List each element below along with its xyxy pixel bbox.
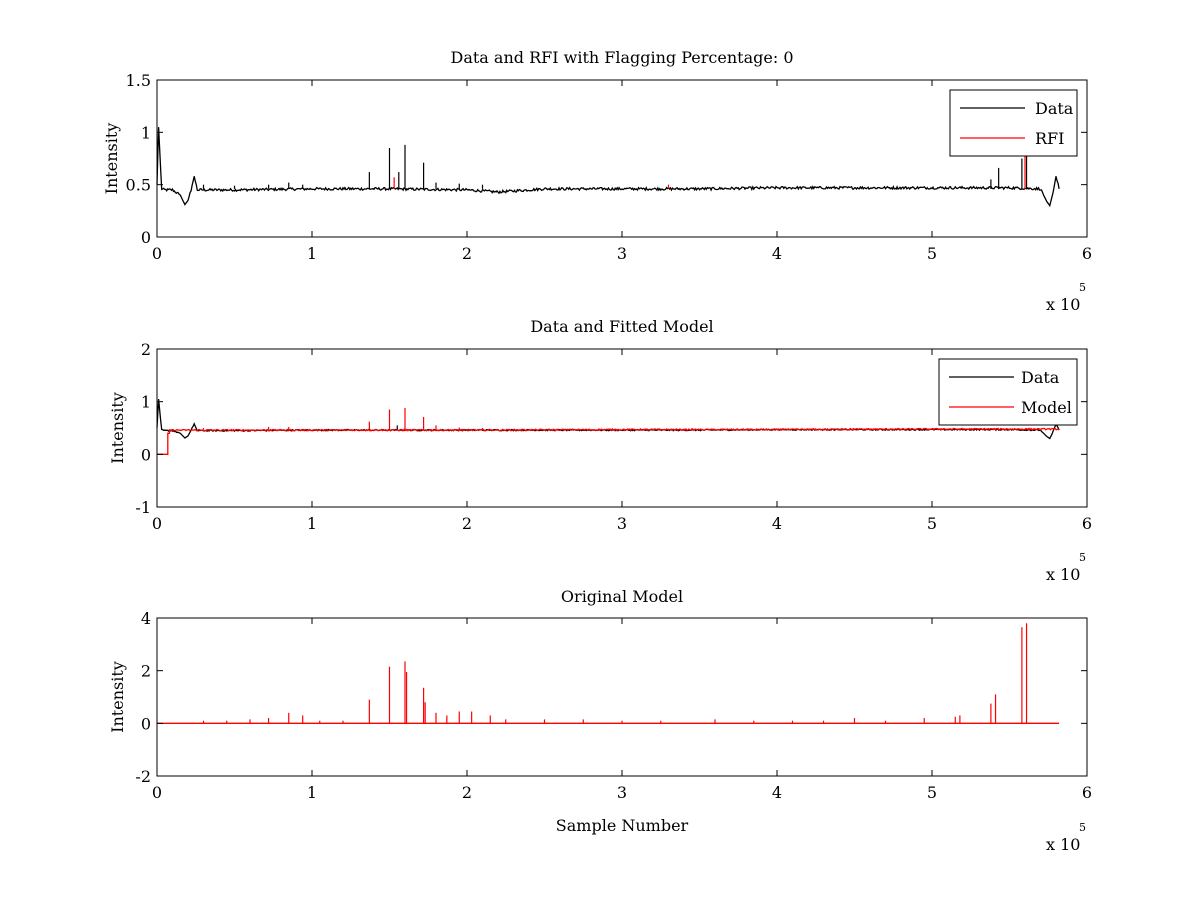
y-tick-label: 1: [141, 123, 151, 142]
y-tick-label: 0: [141, 714, 151, 733]
x-multiplier-exponent: 5: [1079, 821, 1086, 834]
x-tick-label: 2: [462, 244, 472, 263]
y-tick-label: 4: [141, 609, 151, 628]
axis-frame: [156, 617, 1088, 777]
y-tick-label: 1: [141, 393, 151, 412]
x-tick-label: 6: [1082, 514, 1092, 533]
y-tick-label: 1.5: [126, 71, 151, 90]
y-tick-label: 2: [141, 662, 151, 681]
x-tick-label: 0: [152, 514, 162, 533]
legend: Data Model: [938, 358, 1078, 426]
x-tick-label: 0: [152, 783, 162, 802]
x-tick-label: 4: [772, 783, 782, 802]
legend-label: Data: [1021, 368, 1060, 387]
x-multiplier-label: x 10: [1046, 295, 1080, 314]
x-tick-label: 2: [462, 783, 472, 802]
x-tick-label: 5: [927, 514, 937, 533]
series-line: [156, 127, 1060, 208]
x-multiplier-exponent: 5: [1079, 281, 1086, 294]
y-tick-label: 0: [141, 445, 151, 464]
x-tick-label: 6: [1082, 244, 1092, 263]
x-tick-label: 1: [307, 783, 317, 802]
panel-title: Data and Fitted Model: [530, 317, 713, 336]
x-multiplier-label: x 10: [1046, 565, 1080, 584]
series-model-0: [157, 623, 1060, 724]
legend: Data RFI: [949, 89, 1078, 157]
x-tick-label: 5: [927, 783, 937, 802]
y-tick-label: -1: [135, 498, 151, 517]
x-tick-label: 3: [617, 783, 627, 802]
x-multiplier-label: x 10: [1046, 835, 1080, 854]
y-axis-label: Intensity: [102, 123, 121, 195]
y-tick-label: 0.5: [126, 176, 151, 195]
series-line: [157, 427, 1060, 455]
plot-area: [157, 623, 1060, 724]
series-data: [156, 127, 1060, 208]
plot-area: [156, 127, 1060, 208]
axis-frame: [156, 348, 1088, 508]
panel-title: Original Model: [561, 587, 683, 606]
legend-label: RFI: [1035, 129, 1064, 148]
x-tick-label: 4: [772, 514, 782, 533]
y-tick-label: 2: [141, 340, 151, 359]
y-axis-label: Intensity: [108, 661, 127, 733]
legend-label: Model: [1021, 398, 1072, 417]
x-tick-label: 3: [617, 244, 627, 263]
axis-frame: [156, 79, 1088, 238]
x-tick-label: 0: [152, 244, 162, 263]
legend-label: Data: [1035, 99, 1074, 118]
x-tick-label: 6: [1082, 783, 1092, 802]
panel-original-model: Original Model Intensity Sample Number x…: [108, 587, 1092, 854]
x-tick-label: 3: [617, 514, 627, 533]
y-tick-label: 0: [141, 228, 151, 247]
x-tick-label: 1: [307, 244, 317, 263]
x-tick-label: 2: [462, 514, 472, 533]
x-multiplier-exponent: 5: [1079, 551, 1086, 564]
panel-title: Data and RFI with Flagging Percentage: 0: [450, 48, 793, 67]
x-tick-label: 4: [772, 244, 782, 263]
panel-fitted-model: Data and Fitted Model Intensity x 10 5 0…: [108, 317, 1092, 584]
y-axis-label: Intensity: [108, 392, 127, 464]
ticks: 0 1 2 3 4 5 6 0 0.5 1 1.5: [126, 71, 1093, 263]
series-rfi: [393, 155, 1026, 189]
y-tick-label: -2: [135, 767, 151, 786]
plot-area: [156, 398, 1060, 455]
x-axis-label: Sample Number: [556, 816, 689, 835]
series-model: [157, 407, 1060, 455]
x-tick-label: 5: [927, 244, 937, 263]
legend-box: [938, 358, 1078, 426]
x-tick-label: 1: [307, 514, 317, 533]
legend-box: [949, 89, 1078, 157]
panel-rfi: Data and RFI with Flagging Percentage: 0…: [102, 48, 1092, 314]
